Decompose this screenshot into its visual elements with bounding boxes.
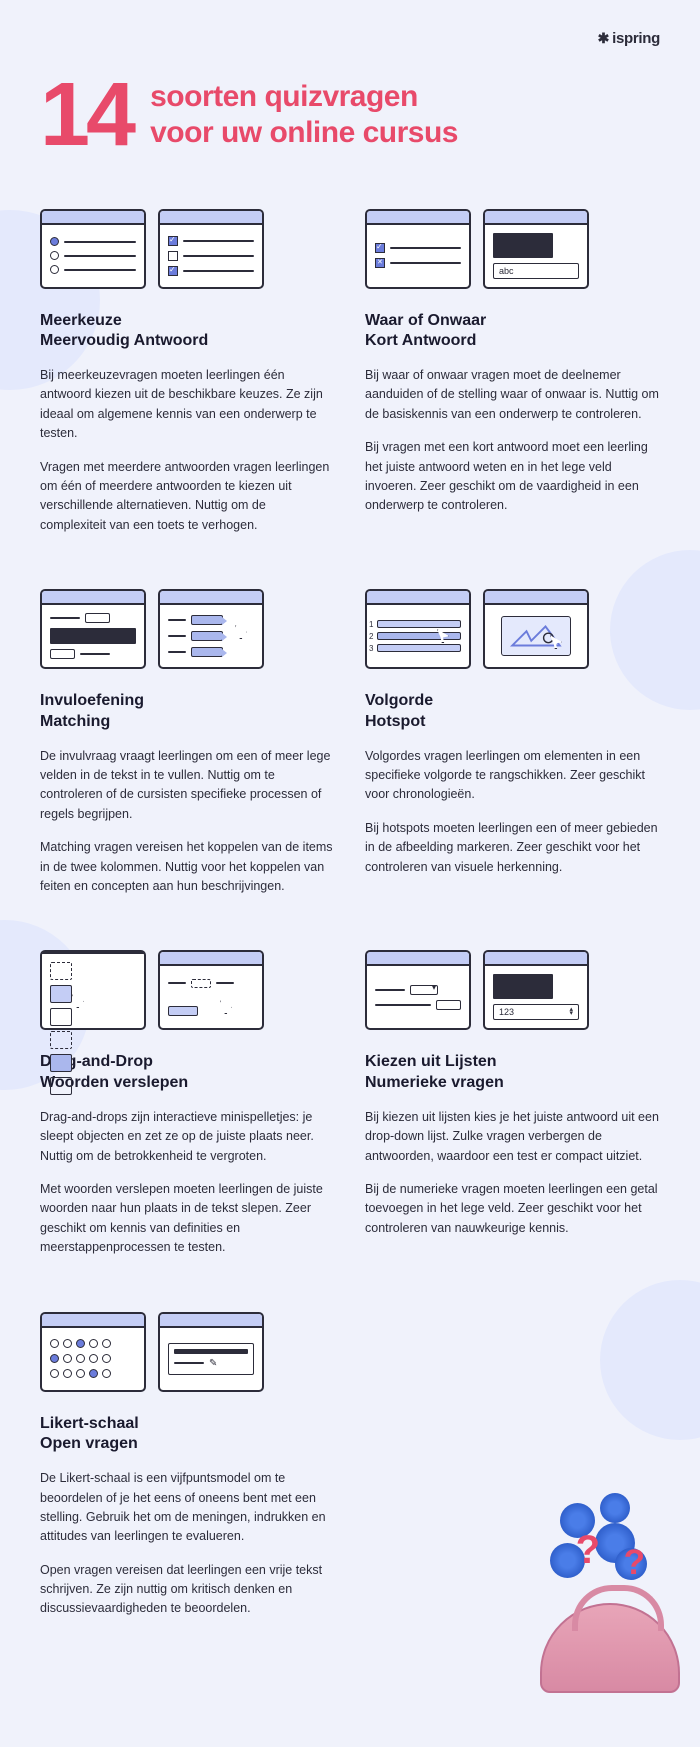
mc-radio-icon xyxy=(40,209,146,289)
section-tf: abc Waar of OnwaarKort Antwoord Bij waar… xyxy=(365,209,660,550)
icons-likert: ✎ xyxy=(40,1312,335,1392)
hero-line2: voor uw online cursus xyxy=(150,115,458,151)
section-p2: Bij de numerieke vragen moeten leerlinge… xyxy=(365,1180,660,1238)
dropdown-icon: ▾ xyxy=(365,950,471,1030)
icons-seq: 123 xyxy=(365,589,660,669)
seq-icon: 123 xyxy=(365,589,471,669)
section-p2: Bij hotspots moeten leerlingen een of me… xyxy=(365,819,660,877)
mc-check-icon xyxy=(158,209,264,289)
sections-grid: MeerkeuzeMeervoudig Antwoord Bij meerkeu… xyxy=(40,209,660,1633)
section-title: MeerkeuzeMeervoudig Antwoord xyxy=(40,311,335,353)
section-title: InvuloefeningMatching xyxy=(40,691,335,733)
section-title: Likert-schaalOpen vragen xyxy=(40,1414,335,1456)
icons-drag xyxy=(40,950,335,1030)
hotspot-icon xyxy=(483,589,589,669)
essay-icon: ✎ xyxy=(158,1312,264,1392)
match-icon xyxy=(158,589,264,669)
icons-list: ▾ 123▴▾ xyxy=(365,950,660,1030)
section-p2: Vragen met meerdere antwoorden vragen le… xyxy=(40,458,335,536)
section-p1: Drag-and-drops zijn interactieve minispe… xyxy=(40,1108,335,1166)
section-likert: ✎ Likert-schaalOpen vragen De Likert-sch… xyxy=(40,1312,335,1633)
section-p1: Bij waar of onwaar vragen moet de deelne… xyxy=(365,366,660,424)
section-p1: De Likert-schaal is een vijfpuntsmodel o… xyxy=(40,1469,335,1547)
section-seq: 123 VolgordeHotspot Volgordes vragen lee… xyxy=(365,589,660,910)
drag-icon xyxy=(40,950,146,1030)
section-p1: Bij meerkeuzevragen moeten leerlingen éé… xyxy=(40,366,335,444)
section-title: Kiezen uit LijstenNumerieke vragen xyxy=(365,1052,660,1094)
section-p2: Met woorden verslepen moeten leerlingen … xyxy=(40,1180,335,1258)
icons-fill xyxy=(40,589,335,669)
numeric-icon: 123▴▾ xyxy=(483,950,589,1030)
section-fill: InvuloefeningMatching De invulvraag vraa… xyxy=(40,589,335,910)
section-p1: Volgordes vragen leerlingen om elementen… xyxy=(365,747,660,805)
decorative-illustration: ?? xyxy=(500,1443,700,1693)
fill-icon xyxy=(40,589,146,669)
hero: 14 soorten quizvragen voor uw online cur… xyxy=(40,77,660,154)
icons-mc xyxy=(40,209,335,289)
brand-logo: ispring xyxy=(40,30,660,47)
section-drag: Drag-and-DropWoorden verslepen Drag-and-… xyxy=(40,950,335,1271)
hero-number: 14 xyxy=(40,77,132,154)
hero-line1: soorten quizvragen xyxy=(150,79,458,115)
section-p1: Bij kiezen uit lijsten kies je het juist… xyxy=(365,1108,660,1166)
section-p2: Open vragen vereisen dat leerlingen een … xyxy=(40,1561,335,1619)
section-title: Waar of OnwaarKort Antwoord xyxy=(365,311,660,353)
section-p2: Bij vragen met een kort antwoord moet ee… xyxy=(365,438,660,516)
section-p2: Matching vragen vereisen het koppelen va… xyxy=(40,838,335,896)
section-title: VolgordeHotspot xyxy=(365,691,660,733)
icons-tf: abc xyxy=(365,209,660,289)
word-drag-icon xyxy=(158,950,264,1030)
section-list: ▾ 123▴▾ Kiezen uit LijstenNumerieke vrag… xyxy=(365,950,660,1271)
section-mc: MeerkeuzeMeervoudig Antwoord Bij meerkeu… xyxy=(40,209,335,550)
tf-icon xyxy=(365,209,471,289)
likert-icon xyxy=(40,1312,146,1392)
section-p1: De invulvraag vraagt leerlingen om een o… xyxy=(40,747,335,825)
short-answer-icon: abc xyxy=(483,209,589,289)
